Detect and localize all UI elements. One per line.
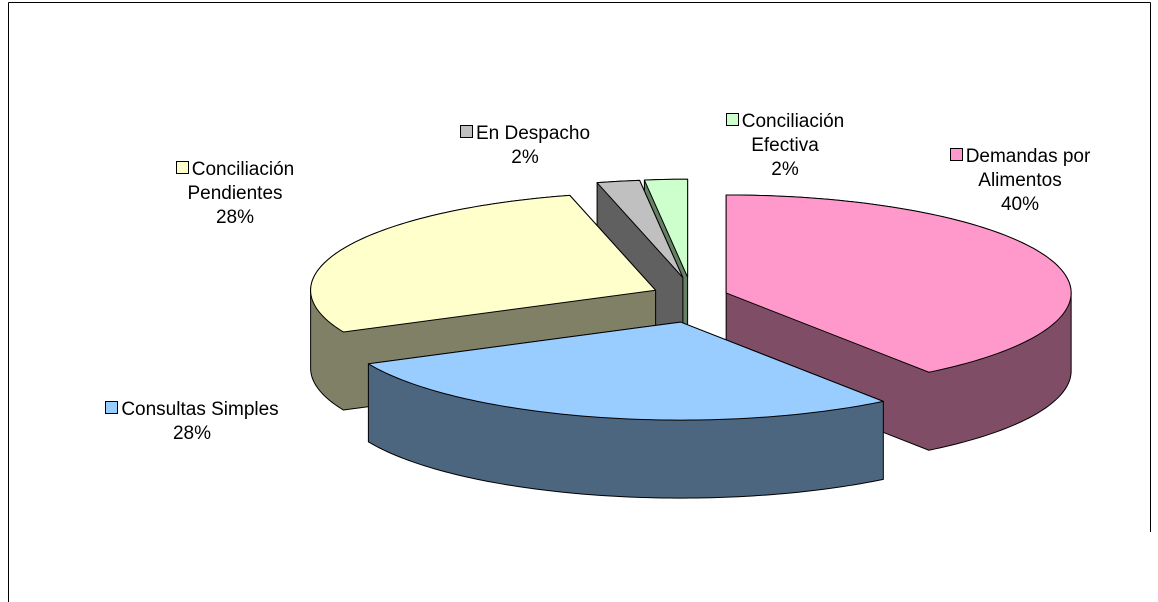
- category-label: En Despacho: [475, 123, 591, 144]
- data-label: Conciliación Pendientes 28%: [155, 158, 315, 230]
- slice-top: [596, 179, 684, 279]
- legend-key: [725, 113, 739, 126]
- slice-top: [367, 321, 884, 421]
- category-label: Demandas por Alimentos: [965, 146, 1091, 191]
- legend-key: [105, 401, 119, 414]
- percent-label: 28%: [172, 423, 212, 444]
- category-label: Conciliación Efectiva: [741, 111, 845, 156]
- slice-top: [643, 178, 689, 278]
- pie: [310, 178, 1072, 499]
- percent-label: 40%: [1000, 194, 1040, 215]
- percent-label: 2%: [511, 147, 539, 168]
- legend-key: [459, 125, 473, 138]
- data-label: Conciliación Efectiva 2%: [705, 110, 865, 182]
- category-label: Conciliación Pendientes: [187, 159, 295, 204]
- data-label: En Despacho 2%: [415, 122, 635, 170]
- category-label: Consultas Simples: [121, 399, 279, 420]
- legend-key: [949, 148, 963, 161]
- slice-top: [310, 194, 657, 333]
- legend-key: [175, 161, 189, 174]
- percent-label: 28%: [215, 207, 255, 228]
- percent-label: 2%: [771, 159, 799, 180]
- data-label: Demandas por Alimentos 40%: [925, 145, 1115, 217]
- data-label: Consultas Simples 28%: [62, 398, 322, 446]
- slice-top: [725, 194, 1072, 373]
